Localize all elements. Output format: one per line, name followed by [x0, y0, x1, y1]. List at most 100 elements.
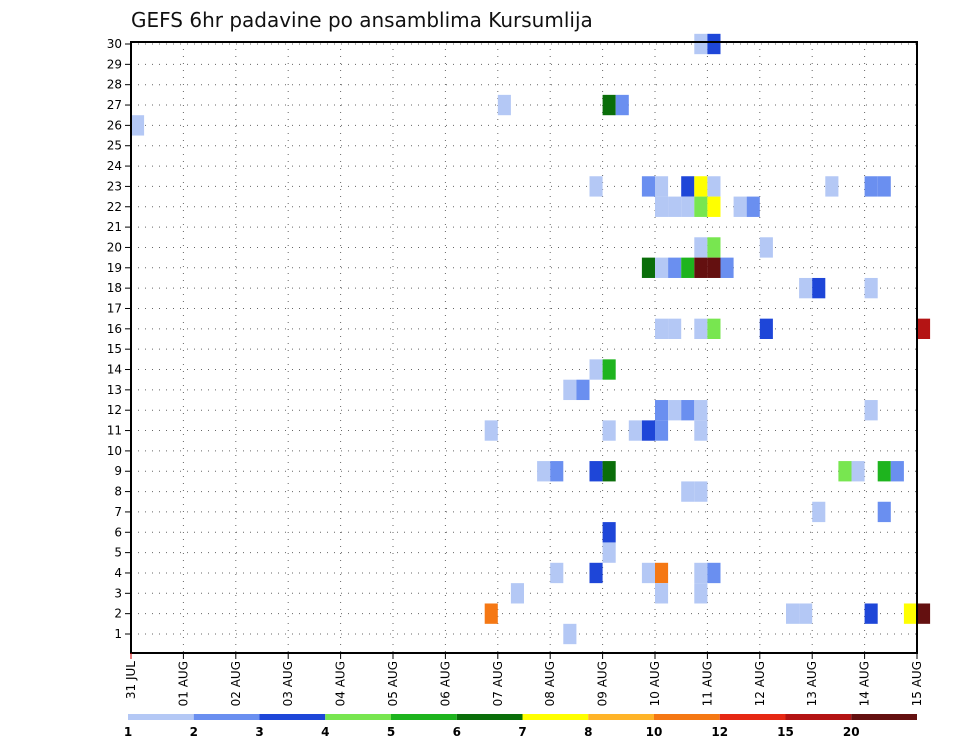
y-tick-label: 12: [107, 403, 122, 417]
legend-swatch: [193, 714, 260, 720]
y-tick-label: 27: [107, 98, 122, 112]
heatmap-cell: [484, 603, 498, 624]
x-tick-label: 07 AUG: [491, 661, 505, 706]
heatmap-cell: [707, 562, 721, 584]
heatmap-cell: [681, 257, 695, 278]
y-tick-label: 5: [114, 546, 122, 560]
legend: 1 2 3 4 5 6 7 8 10 12 15 20: [124, 714, 917, 739]
heatmap-cell: [602, 359, 616, 380]
heatmap-cell: [694, 318, 708, 339]
heatmap-cell: [799, 277, 813, 299]
heatmap-cell: [812, 277, 826, 299]
legend-swatch: [391, 714, 457, 720]
legend-swatch: [456, 714, 523, 720]
heatmap-cell: [733, 196, 747, 217]
heatmap-cell: [877, 461, 891, 482]
y-tick-label: 25: [107, 139, 122, 153]
heatmap-cell: [641, 562, 655, 584]
y-tick-label: 3: [114, 586, 122, 600]
x-tick-label: 15 AUG: [910, 661, 924, 706]
y-tick-label: 30: [107, 37, 122, 51]
heatmap-cell: [903, 603, 917, 624]
heatmap-cell: [759, 318, 773, 339]
heatmap-cell: [838, 461, 852, 482]
y-tick-label: 26: [107, 118, 122, 132]
legend-label: 5: [387, 725, 395, 739]
legend-label: 1: [124, 725, 132, 739]
heatmap-cell: [655, 562, 669, 584]
x-axis: 31 JUL 01 AUG 02 AUG 03 AUG 04 AUG 05 AUG 06 A…: [124, 653, 924, 706]
heatmap-cell: [589, 461, 603, 482]
legend-label: 8: [584, 725, 592, 739]
y-tick-label: 29: [107, 57, 122, 71]
x-tick-label: 09 AUG: [596, 661, 610, 706]
heatmap-cell: [655, 583, 669, 604]
legend-swatch: [128, 714, 194, 720]
x-tick-label: 14 AUG: [858, 661, 872, 706]
x-tick-label: 04 AUG: [334, 661, 348, 706]
heatmap-cell: [668, 257, 682, 278]
heatmap-cell: [864, 277, 878, 299]
heatmap-cell: [694, 583, 708, 604]
legend-label: 10: [646, 725, 663, 739]
heatmap-cell: [917, 603, 931, 624]
y-tick-label: 10: [107, 444, 122, 458]
legend-label: 4: [321, 725, 329, 739]
heatmap-cell: [641, 176, 655, 197]
heatmap-cell: [602, 542, 616, 563]
heatmap-cell: [655, 176, 669, 197]
y-tick-label: 16: [107, 322, 122, 336]
heatmap-cell: [746, 196, 760, 217]
y-tick-label: 13: [107, 383, 122, 397]
heatmap-cell: [615, 94, 629, 116]
heatmap-cell: [681, 400, 695, 421]
heatmap-cell: [694, 176, 708, 197]
legend-swatch: [259, 714, 326, 720]
heatmap-cell: [576, 379, 590, 401]
legend-label: 15: [777, 725, 794, 739]
heatmap-cell: [877, 501, 891, 523]
heatmap-cell: [707, 257, 721, 278]
heatmap-cell: [917, 318, 931, 339]
legend-swatch: [325, 714, 391, 720]
heatmap-cell: [694, 400, 708, 421]
legend-swatch: [522, 714, 589, 720]
heatmap-cell: [707, 318, 721, 339]
heatmap-cell: [655, 257, 669, 278]
heatmap-cell: [131, 115, 145, 136]
heatmap-cell: [655, 400, 669, 421]
y-tick-label: 15: [107, 342, 122, 356]
cells-layer: [131, 33, 931, 645]
heatmap-cell: [602, 420, 616, 441]
heatmap-cell: [707, 176, 721, 197]
y-tick-label: 6: [114, 525, 122, 539]
legend-swatch: [719, 714, 786, 720]
x-tick-label: 12 AUG: [753, 661, 767, 706]
heatmap-cell: [668, 400, 682, 421]
x-tick-label: 02 AUG: [229, 661, 243, 706]
heatmap-cell: [694, 481, 708, 502]
heatmap-cell: [550, 562, 564, 584]
y-tick-label: 23: [107, 179, 122, 193]
x-tick-label: 11 AUG: [700, 661, 714, 706]
y-tick-label: 4: [114, 566, 122, 580]
heatmap-cell: [537, 461, 551, 482]
heatmap-cell: [602, 522, 616, 543]
heatmap-cell: [707, 33, 721, 55]
heatmap-cell: [589, 562, 603, 584]
plot-frame: [130, 41, 918, 654]
heatmap-cell: [655, 420, 669, 441]
heatmap-cell: [759, 237, 773, 258]
y-tick-label: 1: [114, 627, 122, 641]
heatmap-cell: [497, 94, 511, 116]
heatmap-cell: [563, 379, 577, 401]
heatmap-cell: [589, 359, 603, 380]
y-tick-label: 9: [114, 464, 122, 478]
x-tick-label: 01 AUG: [176, 661, 190, 706]
heatmap-cell: [694, 257, 708, 278]
heatmap-cell: [641, 257, 655, 278]
legend-label: 7: [518, 725, 526, 739]
heatmap-cell: [655, 196, 669, 217]
x-tick-label: 06 AUG: [438, 661, 452, 706]
chart-title: GEFS 6hr padavine po ansamblima Kursumli…: [131, 8, 593, 32]
